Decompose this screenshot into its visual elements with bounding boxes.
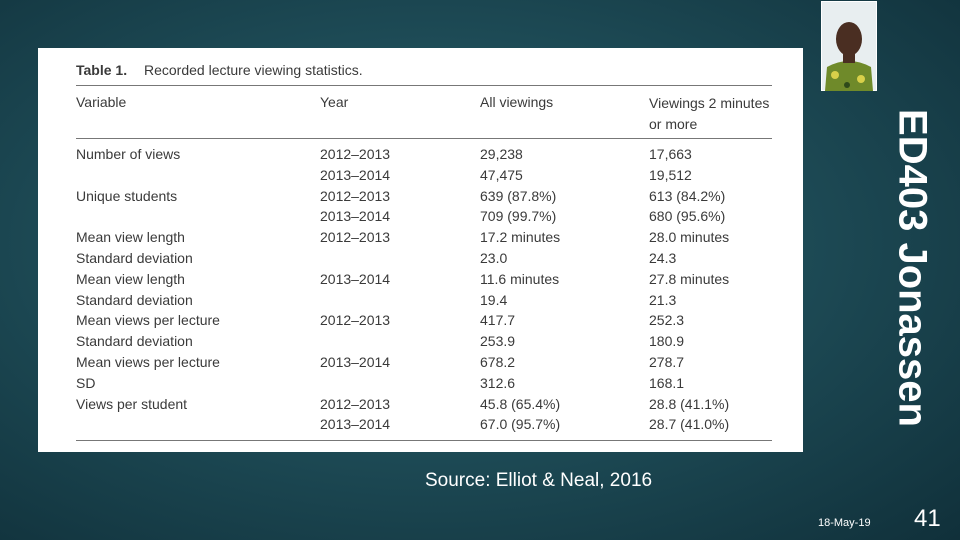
- table-cell: 253.9: [480, 333, 516, 350]
- table-cell: 312.6: [480, 374, 516, 391]
- presenter-photo: [821, 1, 877, 91]
- table-cell: 639 (87.8%): [480, 187, 557, 204]
- table-cell: 29,238: [480, 146, 523, 162]
- rule: [76, 440, 772, 441]
- table-cell: 180.9: [649, 333, 685, 350]
- table-cell: 2012–2013: [320, 146, 391, 162]
- table-cell: 2012–2013: [320, 395, 391, 412]
- table-cell: 19.4: [480, 291, 508, 308]
- row-label: SD: [76, 374, 96, 391]
- table-label: Table 1.: [76, 62, 128, 78]
- table-cell: 2012–2013: [320, 187, 391, 204]
- table-cell: 168.1: [649, 374, 685, 391]
- column-header: Viewings 2 minutes or more: [649, 95, 770, 132]
- table-cell: 680 (95.6%): [649, 208, 726, 225]
- table-cell: 47,475: [480, 166, 523, 183]
- table-cell: 417.7: [480, 312, 516, 329]
- table-cell: 28.7 (41.0%): [649, 416, 730, 433]
- column-header: Year: [320, 94, 349, 110]
- table-cell: 252.3: [649, 312, 685, 329]
- table-cell: 21.3: [649, 291, 677, 308]
- table-cell: 278.7: [649, 354, 685, 370]
- source-note: Source: Elliot & Neal, 2016: [425, 470, 653, 491]
- rule: [76, 138, 772, 139]
- table-cell: 2013–2014: [320, 166, 391, 183]
- table-cell: 27.8 minutes: [649, 270, 730, 287]
- row-label: Mean views per lecture: [76, 354, 220, 370]
- column-header: All viewings: [480, 94, 554, 110]
- row-label: Number of views: [76, 146, 181, 162]
- table-cell: 678.2: [480, 354, 516, 370]
- table-cell: 2013–2014: [320, 416, 391, 433]
- row-label: Mean views per lecture: [76, 312, 220, 329]
- table-cell: 2013–2014: [320, 354, 391, 370]
- rule: [76, 85, 772, 86]
- table-cell: 28.0 minutes: [649, 229, 730, 246]
- row-label: Views per student: [76, 395, 188, 412]
- table-cell: 2013–2014: [320, 270, 391, 287]
- row-label: Mean view length: [76, 270, 185, 287]
- row-label: Standard deviation: [76, 291, 193, 308]
- row-label: Mean view length: [76, 229, 185, 246]
- table-cell: 17,663: [649, 146, 692, 162]
- table-cell: 17.2 minutes: [480, 229, 561, 246]
- row-label: Unique students: [76, 187, 178, 204]
- row-label: Standard deviation: [76, 250, 193, 266]
- table-cell: 67.0 (95.7%): [480, 416, 561, 433]
- table-cell: 28.8 (41.1%): [649, 395, 730, 412]
- table-cell: 2013–2014: [320, 208, 391, 225]
- table-cell: 11.6 minutes: [480, 270, 560, 287]
- side-title: ED403 Jonassen: [890, 109, 935, 427]
- table-cell: 2012–2013: [320, 312, 391, 329]
- table-cell: 23.0: [480, 250, 508, 266]
- column-header: Variable: [76, 94, 127, 110]
- table-cell: 2012–2013: [320, 229, 391, 246]
- table-caption: Recorded lecture viewing statistics.: [144, 62, 363, 78]
- page-number: 41: [914, 505, 941, 532]
- footer-date: 18-May-19: [818, 517, 871, 529]
- table-cell: 709 (99.7%): [480, 208, 557, 225]
- table-cell: 19,512: [649, 166, 692, 183]
- table-image: Table 1. Recorded lecture viewing statis…: [38, 48, 803, 452]
- row-label: Standard deviation: [76, 333, 193, 350]
- table-cell: 24.3: [649, 250, 677, 266]
- table-cell: 45.8 (65.4%): [480, 395, 561, 412]
- table-cell: 613 (84.2%): [649, 187, 726, 204]
